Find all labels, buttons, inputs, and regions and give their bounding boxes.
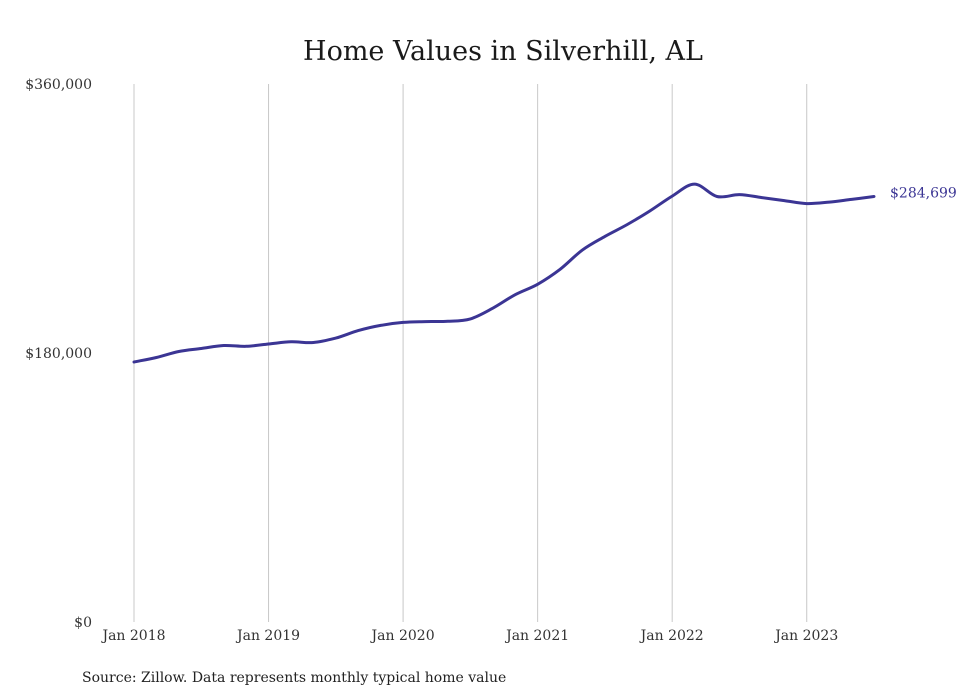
- y-tick-label: $0: [74, 615, 92, 631]
- x-tick-label: Jan 2020: [370, 628, 435, 644]
- x-tick-label: Jan 2023: [773, 628, 838, 644]
- source-note: Source: Zillow. Data represents monthly …: [82, 670, 506, 686]
- y-tick-label: $180,000: [25, 346, 92, 362]
- gridlines: [133, 84, 808, 622]
- x-axis-ticks: Jan 2018 Jan 2019 Jan 2020 Jan 2021 Jan 2022…: [100, 628, 838, 644]
- x-tick-label: Jan 2019: [235, 628, 300, 644]
- x-tick-label: Jan 2018: [100, 628, 165, 644]
- series-line: [132, 182, 876, 364]
- end-value-label: $284,699: [890, 186, 957, 202]
- x-tick-label: Jan 2022: [639, 628, 704, 644]
- x-tick-label: Jan 2021: [504, 628, 569, 644]
- chart-title: Home Values in Silverhill, AL: [303, 36, 703, 67]
- y-axis-ticks: $0 $180,000 $360,000: [25, 77, 92, 631]
- y-tick-label: $360,000: [25, 77, 92, 93]
